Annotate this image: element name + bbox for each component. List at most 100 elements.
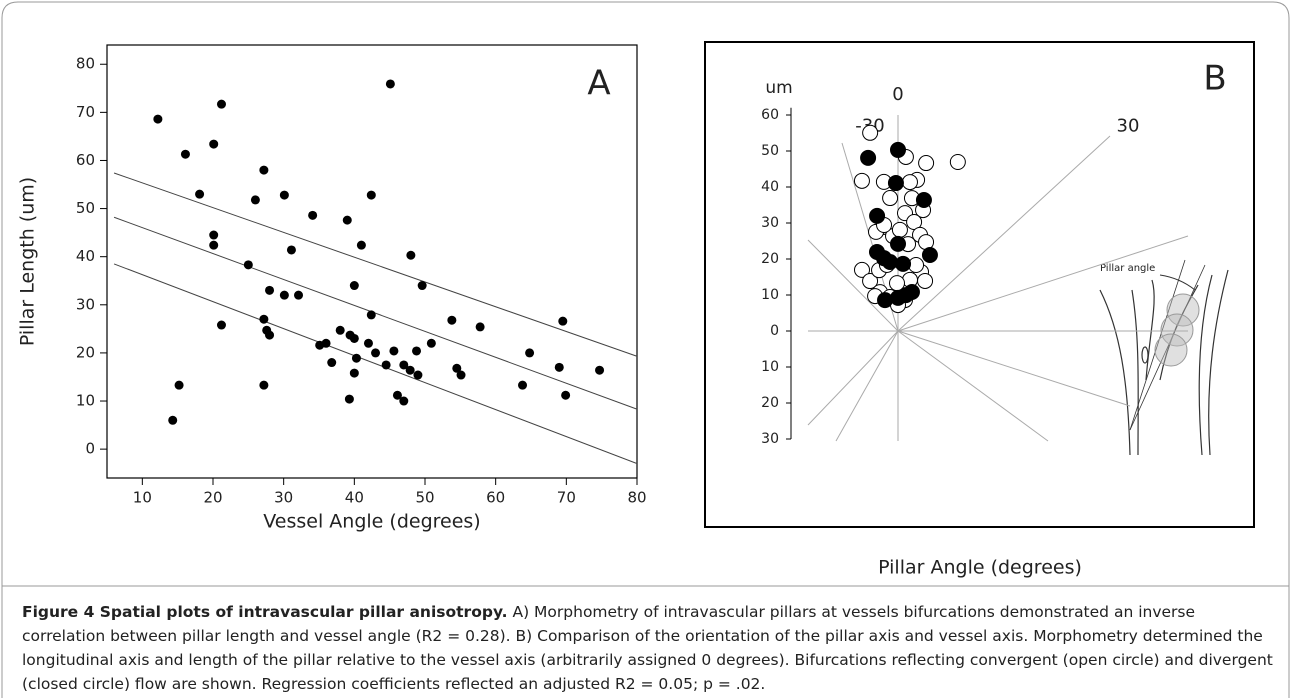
x-tick-label: 10 xyxy=(133,489,152,507)
pillar-shadow xyxy=(1160,313,1194,347)
x-axis-label: Vessel Angle (degrees) xyxy=(263,511,480,533)
x-axis-label: Pillar Angle (degrees) xyxy=(878,557,1082,579)
point xyxy=(344,394,354,404)
point xyxy=(216,99,226,109)
y-tick-label: 30 xyxy=(761,431,779,447)
pillar-shadow xyxy=(1166,293,1200,327)
angle-tick-label: 0 xyxy=(892,84,903,105)
point xyxy=(413,370,423,380)
angle-arc xyxy=(1159,274,1196,291)
point xyxy=(335,325,345,335)
y-axis-label: Pillar Length (um) xyxy=(17,177,39,346)
y-tick-label: 10 xyxy=(76,392,95,410)
angle-tick-label: 30 xyxy=(1117,116,1140,137)
radial-line xyxy=(897,330,1131,407)
point xyxy=(882,253,899,270)
y-tick-label: 30 xyxy=(761,215,779,231)
vessel-wall xyxy=(1208,269,1229,456)
y-tick-label: 10 xyxy=(761,359,779,375)
point xyxy=(381,360,391,370)
y-tick-label: 0 xyxy=(85,440,95,458)
point xyxy=(209,240,219,250)
point xyxy=(356,240,366,250)
x-tick-label: 30 xyxy=(274,489,293,507)
point xyxy=(901,174,918,191)
point xyxy=(349,281,359,291)
panel-frame xyxy=(704,41,1255,528)
point xyxy=(405,365,415,375)
vessel-wall xyxy=(1099,289,1131,456)
panel-label: B xyxy=(1203,59,1226,99)
y-axis-label: um xyxy=(765,78,792,98)
panel-label: A xyxy=(587,64,610,104)
y-tick-label: 40 xyxy=(76,247,95,265)
y-tick-label: 60 xyxy=(76,151,95,169)
pillar xyxy=(1141,346,1149,364)
point xyxy=(918,155,935,172)
point xyxy=(399,360,409,370)
y-tick-label: 40 xyxy=(761,179,779,195)
point xyxy=(862,124,879,141)
point xyxy=(417,281,427,291)
point xyxy=(392,390,402,400)
point xyxy=(363,338,373,348)
point xyxy=(366,190,376,200)
vessel-wall xyxy=(1131,289,1139,456)
point xyxy=(153,114,163,124)
y-tick-label: 70 xyxy=(76,103,95,121)
point xyxy=(349,368,359,378)
x-tick-label: 80 xyxy=(627,489,646,507)
point xyxy=(209,139,219,149)
caption-title: Figure 4 Spatial plots of intravascular … xyxy=(22,603,508,621)
x-tick-label: 60 xyxy=(486,489,505,507)
point xyxy=(890,289,906,306)
point xyxy=(854,261,871,278)
point xyxy=(853,172,870,189)
annotation: Pillar angle xyxy=(1100,263,1155,274)
point xyxy=(327,358,337,368)
radial-line xyxy=(897,135,1111,332)
point xyxy=(917,272,934,289)
x-tick-label: 20 xyxy=(203,489,222,507)
point xyxy=(349,333,359,343)
point xyxy=(279,290,289,300)
point xyxy=(243,260,253,270)
y-tick-label: 10 xyxy=(761,287,779,303)
point xyxy=(279,190,289,200)
point xyxy=(877,292,894,309)
point xyxy=(195,189,205,199)
point xyxy=(406,250,416,260)
point xyxy=(366,310,376,320)
point xyxy=(259,165,269,175)
point xyxy=(250,195,260,205)
y-tick-label: 20 xyxy=(761,251,779,267)
point xyxy=(525,348,535,358)
y-tick-label: 60 xyxy=(761,107,779,123)
point xyxy=(518,380,528,390)
caption: Figure 4 Spatial plots of intravascular … xyxy=(22,600,1274,696)
x-tick-label: 50 xyxy=(415,489,434,507)
point xyxy=(351,353,361,363)
point xyxy=(890,141,906,158)
radial-line xyxy=(897,235,1189,332)
x-tick-label: 70 xyxy=(557,489,576,507)
y-tick-label: 80 xyxy=(76,55,95,73)
point xyxy=(447,315,457,325)
pillar-axis xyxy=(1129,264,1206,431)
pillar-shadow xyxy=(1154,333,1188,367)
point xyxy=(385,79,395,89)
point xyxy=(452,363,462,373)
point xyxy=(321,338,331,348)
y-tick-label: 50 xyxy=(761,143,779,159)
y-tick-label: 50 xyxy=(76,199,95,217)
point xyxy=(174,380,184,390)
y-tick-label: 20 xyxy=(761,395,779,411)
plot-frame xyxy=(106,44,638,479)
point xyxy=(869,207,886,224)
point xyxy=(915,191,932,208)
point xyxy=(561,390,571,400)
point xyxy=(890,235,906,252)
point xyxy=(862,273,879,290)
